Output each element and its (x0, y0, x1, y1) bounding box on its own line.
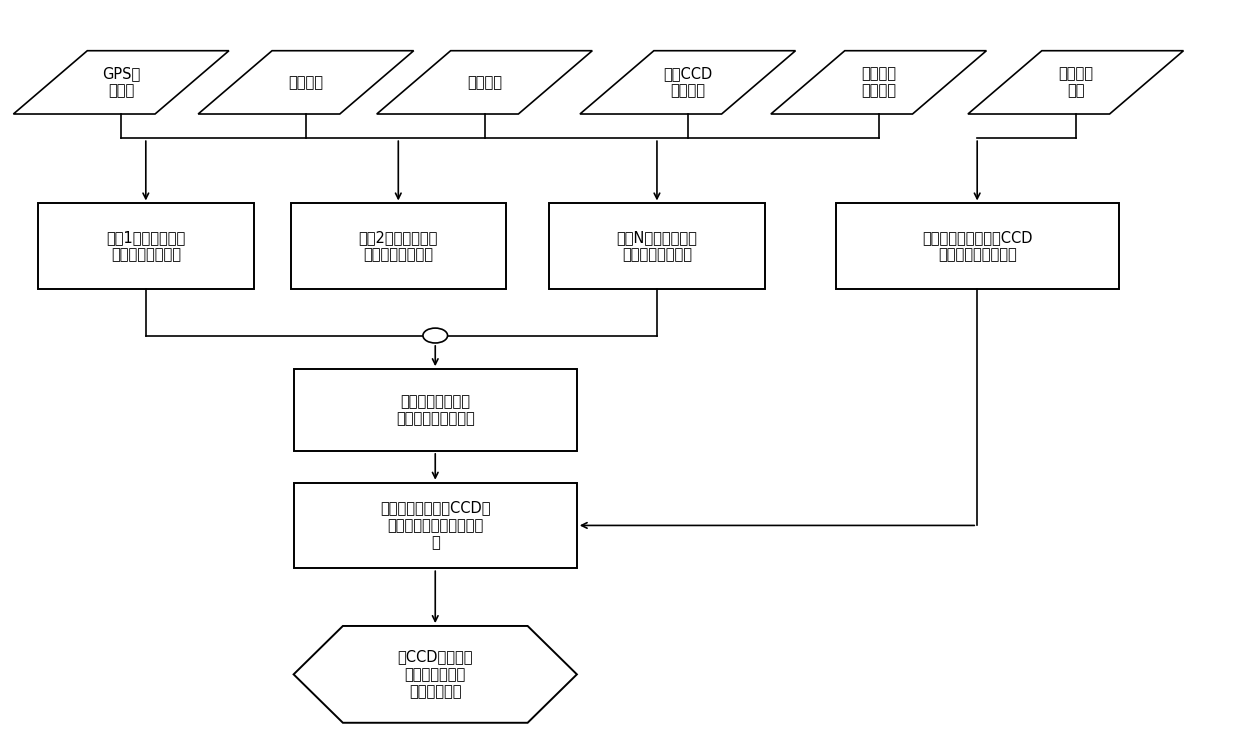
Circle shape (423, 328, 448, 343)
Bar (38, 203, 253, 289)
Bar (294, 483, 577, 569)
Bar (549, 203, 765, 289)
Text: GPS观
测数据: GPS观 测数据 (102, 66, 140, 99)
Text: 相机N基于统一平台
严格成像模型构建: 相机N基于统一平台 严格成像模型构建 (616, 230, 697, 262)
Text: 辐射定标
参数: 辐射定标 参数 (1058, 66, 1094, 99)
Polygon shape (580, 50, 796, 114)
Bar (290, 203, 506, 289)
Polygon shape (294, 626, 577, 723)
Bar (836, 203, 1118, 289)
Text: 相机2基于统一平台
严格成像模型构建: 相机2基于统一平台 严格成像模型构建 (358, 230, 438, 262)
Text: 相机1基于统一平台
严格成像模型构建: 相机1基于统一平台 严格成像模型构建 (107, 230, 186, 262)
Text: 分片CCD
影像数据: 分片CCD 影像数据 (663, 66, 712, 99)
Text: 多CCD多相机统
一处理的传感器
校正影像产品: 多CCD多相机统 一处理的传感器 校正影像产品 (398, 650, 472, 700)
Text: 数字高程模型消除
相机间安装视差影响: 数字高程模型消除 相机间安装视差影响 (396, 394, 475, 426)
Text: 在轨几何
检校参数: 在轨几何 检校参数 (861, 66, 897, 99)
Text: 陀螺数据: 陀螺数据 (467, 75, 502, 90)
Polygon shape (377, 50, 593, 114)
Bar (294, 369, 577, 451)
Text: 基于统一平台的多CCD多
相机传感器校正后影像模
拟: 基于统一平台的多CCD多 相机传感器校正后影像模 拟 (379, 501, 491, 550)
Polygon shape (771, 50, 987, 114)
Text: 星敏星图: 星敏星图 (289, 75, 324, 90)
Text: 基于统一平台的虚拟CCD
传感器校正模型构建: 基于统一平台的虚拟CCD 传感器校正模型构建 (921, 230, 1033, 262)
Polygon shape (968, 50, 1183, 114)
Polygon shape (14, 50, 229, 114)
Polygon shape (198, 50, 414, 114)
